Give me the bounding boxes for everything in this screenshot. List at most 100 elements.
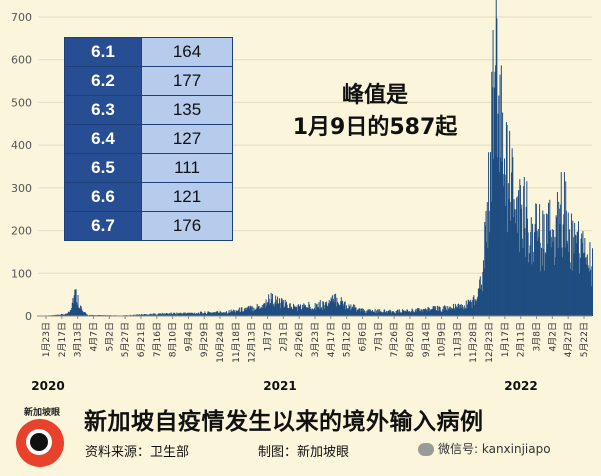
bar	[270, 292, 272, 316]
bar	[298, 304, 300, 316]
bar	[500, 157, 502, 316]
bar	[333, 298, 335, 316]
bar	[504, 174, 506, 316]
bar	[55, 314, 57, 316]
bar	[210, 313, 212, 316]
bar	[304, 306, 306, 316]
bar	[275, 299, 277, 316]
bar	[514, 209, 516, 316]
bar	[425, 310, 427, 316]
bar	[399, 311, 401, 316]
bar	[393, 311, 395, 316]
bar	[307, 307, 309, 316]
y-tick-label: 300	[11, 182, 32, 195]
bar	[311, 308, 313, 316]
bar	[500, 65, 502, 317]
bar	[329, 303, 331, 316]
bar	[360, 308, 362, 316]
x-tick-label: 6月6日	[357, 322, 368, 351]
bar	[586, 256, 588, 316]
table-value-cell: 121	[141, 182, 233, 212]
bar	[237, 310, 239, 316]
bar	[212, 312, 214, 316]
bar	[193, 313, 195, 316]
bar	[252, 311, 254, 316]
bar	[566, 240, 568, 316]
bar	[139, 314, 141, 316]
bar	[161, 314, 163, 316]
bar	[502, 112, 504, 316]
bar	[242, 311, 244, 316]
bar	[533, 262, 535, 316]
table-value-cell: 177	[141, 66, 233, 96]
bar	[451, 308, 453, 316]
bar	[350, 304, 352, 316]
y-tick-label: 200	[11, 225, 32, 238]
bar	[227, 312, 229, 316]
bar	[417, 308, 419, 316]
bar	[178, 313, 180, 316]
bar	[217, 310, 219, 316]
x-tick-label: 12月23日	[484, 322, 495, 363]
bar	[175, 314, 177, 316]
bar	[505, 205, 507, 316]
bar	[448, 308, 450, 316]
bar	[454, 307, 456, 316]
bar	[356, 311, 358, 316]
bar	[250, 306, 252, 316]
bar	[346, 309, 348, 316]
bar	[476, 298, 478, 316]
x-tick-label: 9月14日	[421, 322, 432, 357]
bar	[219, 310, 221, 316]
bar	[293, 303, 294, 316]
bar	[423, 309, 425, 316]
bar	[149, 314, 151, 316]
bar	[80, 306, 82, 316]
bar	[342, 300, 344, 316]
bar	[133, 314, 135, 316]
bar	[353, 308, 355, 316]
bar	[143, 314, 145, 316]
bar	[206, 312, 208, 316]
y-axis-ticks: 0 100 200 300 400 500 600 700	[11, 11, 32, 323]
bar	[400, 312, 402, 316]
bar	[387, 312, 389, 316]
bar	[568, 252, 570, 316]
bar	[563, 214, 565, 316]
bar	[259, 308, 261, 316]
bar	[430, 309, 432, 316]
bar	[532, 251, 534, 316]
bar	[379, 309, 381, 316]
bar	[368, 309, 370, 316]
bar	[348, 304, 350, 316]
bar	[222, 312, 224, 316]
bar	[495, 0, 497, 317]
x-tick-label: 1月23日	[41, 322, 52, 357]
bar	[591, 266, 593, 316]
bar	[398, 312, 400, 316]
bar	[546, 213, 548, 316]
bar	[569, 269, 571, 316]
bar	[366, 310, 368, 316]
bar	[583, 252, 585, 316]
bar	[401, 313, 403, 316]
bar	[194, 312, 196, 316]
bar	[541, 265, 543, 316]
bar	[315, 309, 317, 316]
bar	[240, 311, 242, 316]
bar	[570, 262, 572, 316]
bar	[394, 313, 396, 316]
table-row: 6.5 111	[64, 153, 233, 183]
bar	[177, 313, 179, 316]
bar	[473, 295, 475, 316]
bar	[516, 197, 518, 316]
bar	[561, 247, 563, 316]
bar	[470, 299, 472, 316]
bar	[293, 305, 295, 316]
bar	[306, 307, 308, 316]
bar	[197, 313, 199, 316]
table-date-cell: 6.5	[64, 153, 142, 183]
bar	[351, 307, 353, 316]
x-tick-label: 12月13日	[247, 322, 258, 363]
bar	[320, 308, 322, 316]
